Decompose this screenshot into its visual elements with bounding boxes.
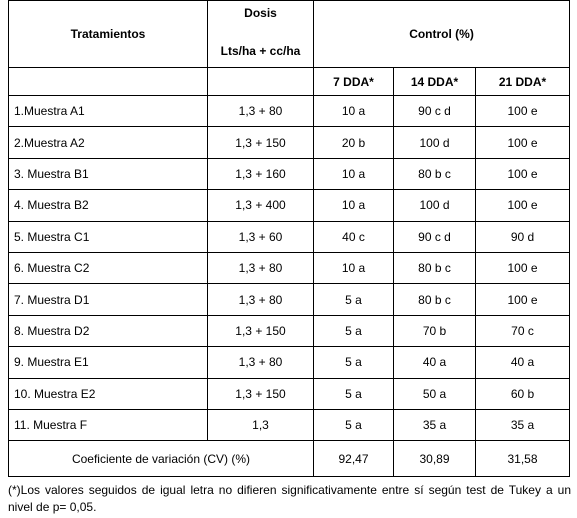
- treatment-cell: 6. Muestra C2: [8, 251, 208, 285]
- value-cell: 80 b c: [393, 251, 476, 285]
- value-cell: 100 e: [474, 189, 571, 222]
- value-cell: 10 a: [313, 189, 394, 222]
- value-cell: 100 e: [474, 126, 571, 159]
- header-cell: 21 DDA*: [474, 67, 571, 96]
- data-row: 5. Muestra C1 1,3 + 60 40 c 90 c d 90 d: [8, 220, 571, 253]
- header-cell: 14 DDA*: [393, 67, 476, 96]
- value-cell: 100 d: [393, 189, 476, 222]
- value-cell: 70 c: [474, 314, 571, 348]
- data-row: 1.Muestra A1 1,3 + 80 10 a 90 c d 100 e: [8, 94, 571, 128]
- value-cell: 90 c d: [393, 220, 476, 253]
- value-cell: 5 a: [313, 377, 394, 410]
- data-row: 11. Muestra F 1,3 5 a 35 a 35 a: [8, 408, 571, 442]
- treatment-cell: 8. Muestra D2: [8, 314, 208, 348]
- value-cell: 90 d: [474, 220, 571, 253]
- header-cell: [8, 67, 208, 96]
- value-cell: 5 a: [313, 283, 394, 316]
- value-cell: 1,3 + 400: [207, 189, 314, 222]
- value-cell: 5 a: [313, 346, 394, 379]
- value-cell: 1,3 + 150: [207, 314, 314, 348]
- cv-label: Coeficiente de variación (CV) (%): [8, 440, 314, 478]
- value-cell: 1,3 + 80: [207, 346, 314, 379]
- header-text: Dosis: [244, 6, 277, 20]
- treatment-cell: 10. Muestra E2: [8, 377, 208, 410]
- results-table: Tratamientos Dosis Lts/ha + cc/ha Control…: [8, 0, 571, 478]
- value-cell: 10 a: [313, 94, 394, 128]
- value-cell: 10 a: [313, 157, 394, 191]
- header-text: Lts/ha + cc/ha: [220, 44, 301, 58]
- treatment-cell: 11. Muestra F: [8, 408, 208, 442]
- treatment-cell: 1.Muestra A1: [8, 94, 208, 128]
- subheader-row: 7 DDA* 14 DDA* 21 DDA*: [8, 67, 571, 96]
- cv-value: 31,58: [474, 440, 571, 478]
- data-row: 3. Muestra B1 1,3 + 160 10 a 80 b c 100 e: [8, 157, 571, 191]
- value-cell: 1,3 + 150: [207, 126, 314, 159]
- value-cell: 1,3 + 80: [207, 251, 314, 285]
- value-cell: 5 a: [313, 408, 394, 442]
- cv-value: 92,47: [313, 440, 394, 478]
- value-cell: 80 b c: [393, 157, 476, 191]
- value-cell: 35 a: [393, 408, 476, 442]
- treatment-cell: 2.Muestra A2: [8, 126, 208, 159]
- header-cell: Dosis Lts/ha + cc/ha: [207, 0, 314, 68]
- value-cell: 1,3 + 80: [207, 283, 314, 316]
- treatment-cell: 3. Muestra B1: [8, 157, 208, 191]
- header-cell: 7 DDA*: [313, 67, 394, 96]
- value-cell: 70 b: [393, 314, 476, 348]
- cv-value: 30,89: [393, 440, 476, 478]
- data-row: 7. Muestra D1 1,3 + 80 5 a 80 b c 100 e: [8, 283, 571, 316]
- value-cell: 80 b c: [393, 283, 476, 316]
- data-row: 8. Muestra D2 1,3 + 150 5 a 70 b 70 c: [8, 314, 571, 348]
- value-cell: 10 a: [313, 251, 394, 285]
- value-cell: 40 a: [474, 346, 571, 379]
- header-row: Tratamientos Dosis Lts/ha + cc/ha Control…: [8, 0, 571, 68]
- value-cell: 35 a: [474, 408, 571, 442]
- treatment-cell: 7. Muestra D1: [8, 283, 208, 316]
- value-cell: 5 a: [313, 314, 394, 348]
- footnote: (*)Los valores seguidos de igual letra n…: [8, 483, 571, 514]
- value-cell: 40 c: [313, 220, 394, 253]
- value-cell: 1,3 + 60: [207, 220, 314, 253]
- value-cell: 40 a: [393, 346, 476, 379]
- value-cell: 1,3 + 150: [207, 377, 314, 410]
- cv-row: Coeficiente de variación (CV) (%) 92,47 30…: [8, 440, 571, 478]
- value-cell: 60 b: [474, 377, 571, 410]
- header-cell: [207, 67, 314, 96]
- data-row: 6. Muestra C2 1,3 + 80 10 a 80 b c 100 e: [8, 251, 571, 285]
- header-cell: Tratamientos: [8, 0, 208, 68]
- data-row: 9. Muestra E1 1,3 + 80 5 a 40 a 40 a: [8, 346, 571, 379]
- value-cell: 100 d: [393, 126, 476, 159]
- treatment-cell: 4. Muestra B2: [8, 189, 208, 222]
- value-cell: 20 b: [313, 126, 394, 159]
- treatment-cell: 5. Muestra C1: [8, 220, 208, 253]
- treatment-cell: 9. Muestra E1: [8, 346, 208, 379]
- value-cell: 100 e: [474, 94, 571, 128]
- data-row: 10. Muestra E2 1,3 + 150 5 a 50 a 60 b: [8, 377, 571, 410]
- data-row: 2.Muestra A2 1,3 + 150 20 b 100 d 100 e: [8, 126, 571, 159]
- value-cell: 100 e: [474, 157, 571, 191]
- value-cell: 50 a: [393, 377, 476, 410]
- value-cell: 1,3 + 80: [207, 94, 314, 128]
- value-cell: 100 e: [474, 283, 571, 316]
- value-cell: 1,3: [207, 408, 314, 442]
- value-cell: 100 e: [474, 251, 571, 285]
- value-cell: 1,3 + 160: [207, 157, 314, 191]
- data-row: 4. Muestra B2 1,3 + 400 10 a 100 d 100 e: [8, 189, 571, 222]
- value-cell: 90 c d: [393, 94, 476, 128]
- header-cell: Control (%): [312, 0, 571, 68]
